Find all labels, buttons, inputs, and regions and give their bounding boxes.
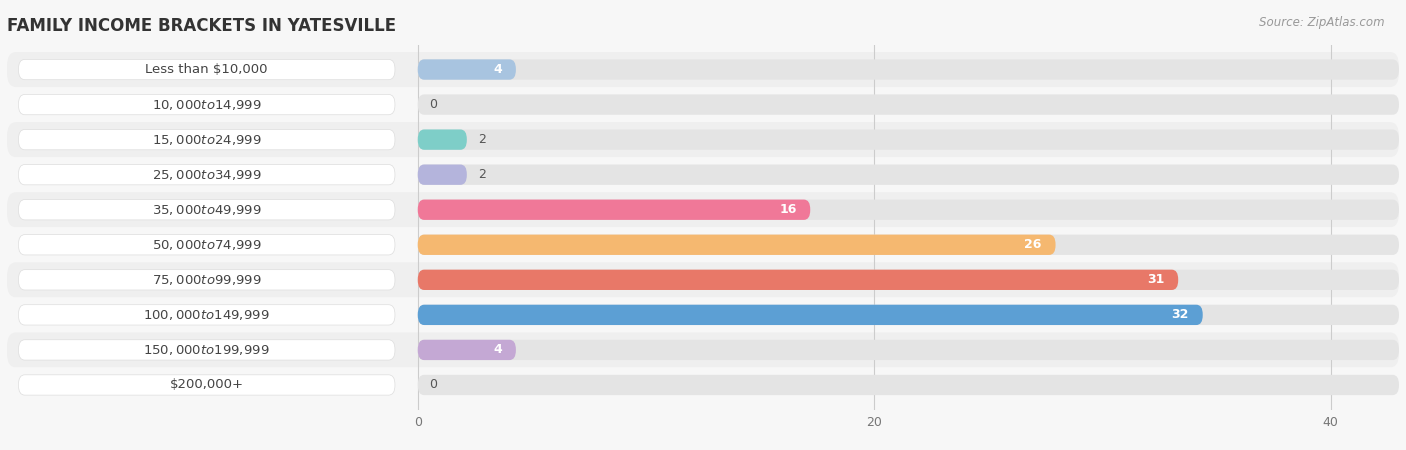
- FancyBboxPatch shape: [7, 227, 1399, 262]
- FancyBboxPatch shape: [7, 122, 1399, 157]
- Text: 0: 0: [429, 98, 437, 111]
- FancyBboxPatch shape: [418, 59, 1399, 80]
- FancyBboxPatch shape: [418, 165, 1399, 185]
- FancyBboxPatch shape: [418, 59, 516, 80]
- FancyBboxPatch shape: [7, 297, 1399, 333]
- Text: 4: 4: [494, 343, 502, 356]
- FancyBboxPatch shape: [18, 199, 395, 220]
- FancyBboxPatch shape: [18, 340, 395, 360]
- FancyBboxPatch shape: [418, 270, 1178, 290]
- Text: 0: 0: [429, 378, 437, 392]
- FancyBboxPatch shape: [7, 368, 1399, 402]
- FancyBboxPatch shape: [418, 375, 1399, 395]
- FancyBboxPatch shape: [18, 59, 395, 80]
- Text: $50,000 to $74,999: $50,000 to $74,999: [152, 238, 262, 252]
- FancyBboxPatch shape: [18, 234, 395, 255]
- FancyBboxPatch shape: [418, 305, 1202, 325]
- FancyBboxPatch shape: [418, 340, 516, 360]
- Text: $200,000+: $200,000+: [170, 378, 243, 392]
- FancyBboxPatch shape: [7, 262, 1399, 297]
- FancyBboxPatch shape: [7, 333, 1399, 368]
- Text: $100,000 to $149,999: $100,000 to $149,999: [143, 308, 270, 322]
- Text: 2: 2: [478, 168, 486, 181]
- FancyBboxPatch shape: [18, 270, 395, 290]
- FancyBboxPatch shape: [18, 165, 395, 185]
- Text: 32: 32: [1171, 308, 1189, 321]
- Text: $10,000 to $14,999: $10,000 to $14,999: [152, 98, 262, 112]
- Text: $150,000 to $199,999: $150,000 to $199,999: [143, 343, 270, 357]
- Text: Less than $10,000: Less than $10,000: [145, 63, 269, 76]
- FancyBboxPatch shape: [418, 130, 467, 150]
- Text: $35,000 to $49,999: $35,000 to $49,999: [152, 203, 262, 217]
- Text: 26: 26: [1025, 238, 1042, 251]
- FancyBboxPatch shape: [418, 305, 1399, 325]
- FancyBboxPatch shape: [418, 234, 1056, 255]
- FancyBboxPatch shape: [418, 340, 1399, 360]
- FancyBboxPatch shape: [7, 52, 1399, 87]
- FancyBboxPatch shape: [418, 130, 1399, 150]
- FancyBboxPatch shape: [418, 199, 810, 220]
- Text: 4: 4: [494, 63, 502, 76]
- FancyBboxPatch shape: [18, 375, 395, 395]
- Text: $25,000 to $34,999: $25,000 to $34,999: [152, 168, 262, 182]
- Text: Source: ZipAtlas.com: Source: ZipAtlas.com: [1260, 16, 1385, 29]
- Text: 2: 2: [478, 133, 486, 146]
- Text: 31: 31: [1147, 273, 1164, 286]
- FancyBboxPatch shape: [18, 305, 395, 325]
- Text: FAMILY INCOME BRACKETS IN YATESVILLE: FAMILY INCOME BRACKETS IN YATESVILLE: [7, 17, 396, 35]
- Text: $15,000 to $24,999: $15,000 to $24,999: [152, 133, 262, 147]
- FancyBboxPatch shape: [418, 165, 467, 185]
- Text: $75,000 to $99,999: $75,000 to $99,999: [152, 273, 262, 287]
- FancyBboxPatch shape: [418, 234, 1399, 255]
- FancyBboxPatch shape: [418, 199, 1399, 220]
- FancyBboxPatch shape: [7, 157, 1399, 192]
- FancyBboxPatch shape: [18, 94, 395, 115]
- FancyBboxPatch shape: [18, 130, 395, 150]
- FancyBboxPatch shape: [7, 192, 1399, 227]
- FancyBboxPatch shape: [418, 94, 1399, 115]
- FancyBboxPatch shape: [418, 270, 1399, 290]
- Text: 16: 16: [779, 203, 797, 216]
- FancyBboxPatch shape: [7, 87, 1399, 122]
